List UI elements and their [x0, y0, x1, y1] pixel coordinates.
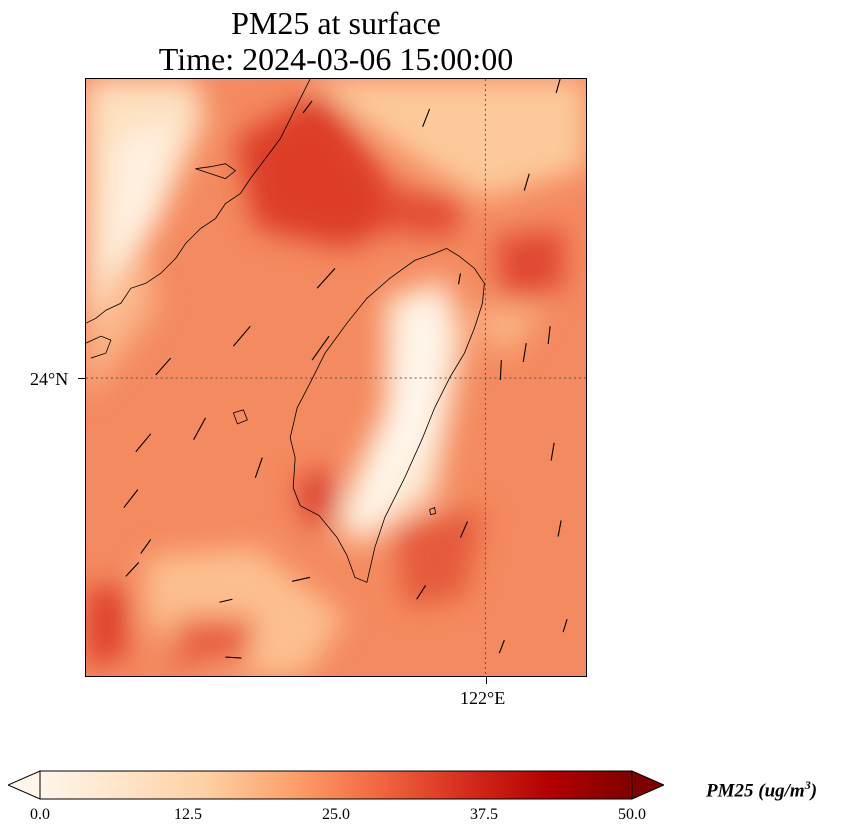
- map-timestamp: Time: 2024-03-06 15:00:00: [158, 41, 514, 77]
- colorbar-unit-label: PM25 (ug/m3): [706, 774, 817, 802]
- map-title: PM25 at surface: [231, 5, 441, 41]
- colorbar-gradient: [39, 770, 633, 800]
- colorbar-tick-label: 0.0: [30, 806, 50, 823]
- pm25-map: [85, 78, 587, 677]
- lon-tick-label: 122°E: [460, 688, 506, 708]
- wind-vectors: [123, 79, 568, 659]
- pm25-field: [86, 79, 586, 676]
- lon-tick: [486, 677, 487, 684]
- colorbar-tick-label: 50.0: [618, 806, 646, 823]
- colorbar-tick-label: 12.5: [174, 806, 202, 823]
- lat-tick-label: 24°N: [30, 369, 69, 389]
- colorbar-tick-label: 37.5: [470, 806, 498, 823]
- lat-tick: [78, 378, 85, 379]
- coastlines: [86, 79, 485, 583]
- colorbar-tick-label: 25.0: [322, 806, 350, 823]
- colorbar-unit-prefix: PM25 (ug/m: [706, 780, 805, 802]
- colorbar: [8, 770, 664, 800]
- colorbar-min-extend: [8, 770, 41, 800]
- colorbar-unit-suffix: ): [810, 780, 818, 802]
- colorbar-unit-exponent: 3: [804, 778, 811, 792]
- colorbar-max-extend: [631, 770, 664, 800]
